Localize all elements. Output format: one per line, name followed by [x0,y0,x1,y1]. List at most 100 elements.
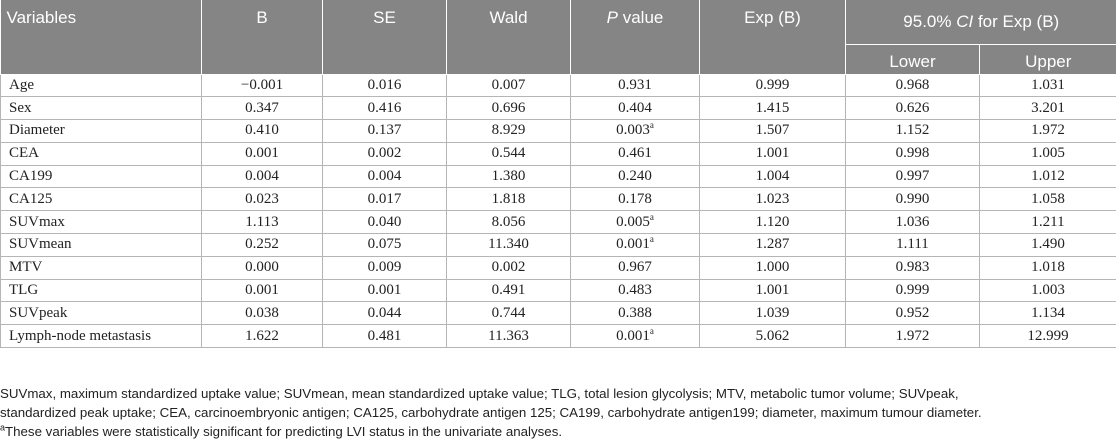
cell-p-value: 0.461 [618,145,652,162]
cell-upper-value: 1.972 [1031,122,1065,139]
cell-wald-value: 1.818 [491,190,526,207]
header-ci-italic: CI [956,11,974,31]
table-row: Diameter 0.410 0.137 8.929 0.003a 1.507 1.152 1… [0,119,1116,143]
cell-upper-value: 1.012 [1031,168,1065,185]
cell-se: 0.044 [322,301,447,326]
cell-lower: 0.998 [845,142,980,166]
cell-wald: 0.744 [446,301,571,326]
significance-marker: a [649,211,654,222]
cell-se-value: 0.481 [367,327,402,344]
cell-variable: Diameter [0,119,202,143]
cell-expb-value: 1.507 [755,122,790,139]
cell-p: 0.003a [570,119,700,143]
cell-expb-value: 1.023 [755,190,790,207]
cell-se-value: 0.017 [367,190,402,207]
cell-upper-value: 1.031 [1031,76,1065,93]
cell-b-value: 0.001 [245,145,279,162]
cell-se: 0.040 [322,210,447,235]
cell-wald-value: 0.491 [491,282,526,299]
cell-b-value: 0.004 [245,168,279,185]
cell-expb: 1.000 [699,256,846,280]
cell-b: 0.410 [201,119,323,143]
cell-expb: 1.001 [699,279,846,303]
cell-variable-value: TLG [9,282,39,299]
cell-p-value: 0.001 [616,236,650,253]
cell-wald-value: 8.929 [491,122,526,139]
cell-p: 0.931 [570,74,700,98]
cell-variable-value: Age [9,76,34,93]
cell-upper: 1.005 [979,142,1116,166]
cell-variable-value: MTV [9,259,43,276]
cell-b-value: 0.000 [245,259,279,276]
cell-se-value: 0.004 [367,168,402,185]
cell-b: 1.622 [201,324,323,349]
cell-expb-value: 1.004 [755,168,790,185]
table-body: Age −0.001 0.016 0.007 0.931 0.999 0.968 1.031 S… [0,74,1116,349]
cell-se-value: 0.044 [367,304,402,321]
cell-p: 0.404 [570,96,700,121]
table-row: MTV 0.000 0.009 0.002 0.967 1.000 0.983 1.018 [0,256,1116,280]
cell-wald-value: 0.744 [491,304,526,321]
cell-lower-value: 0.998 [895,145,930,162]
cell-b-value: 1.113 [245,213,279,230]
footnote-significance-text: These variables were statistically signi… [5,424,563,439]
header-ci: 95.0% CI for Exp (B) [845,0,1116,45]
cell-variable-value: CA199 [9,168,53,185]
cell-se-value: 0.137 [367,122,402,139]
cell-lower: 0.968 [845,74,980,98]
cell-expb: 1.287 [699,233,846,257]
cell-b: 0.000 [201,256,323,280]
univariate-analysis-table: Variables B SE Wald P value Exp (B) 95.0… [0,0,1116,349]
significance-marker: a [649,120,654,131]
cell-upper: 1.031 [979,74,1116,98]
cell-lower: 0.997 [845,165,980,189]
cell-expb-value: 1.415 [755,99,790,116]
header-upper: Upper [979,44,1116,75]
cell-wald: 8.929 [446,119,571,143]
cell-se-value: 0.009 [367,259,402,276]
cell-wald-value: 8.056 [491,213,526,230]
cell-expb: 1.507 [699,119,846,143]
footnote-marker: a [0,422,6,433]
cell-wald: 11.340 [446,233,571,257]
cell-upper: 1.003 [979,279,1116,303]
cell-lower: 0.999 [845,279,980,303]
cell-variable-value: Diameter [9,122,65,139]
cell-b-value: 0.347 [245,99,279,116]
cell-p: 0.001a [570,324,700,349]
footnote-significance: aThese variables were statistically sign… [0,422,1116,441]
header-wald: Wald [446,0,571,75]
cell-variable-value: SUVmax [9,213,65,230]
cell-wald: 8.056 [446,210,571,235]
cell-upper-value: 12.999 [1027,327,1069,344]
header-ci-pre: 95.0% [903,11,957,31]
cell-se: 0.481 [322,324,447,349]
cell-b: 0.347 [201,96,323,121]
header-p-italic: P [606,8,618,27]
cell-expb-value: 5.062 [755,327,790,344]
cell-wald-value: 0.007 [491,76,526,93]
cell-b: 0.038 [201,301,323,326]
cell-wald: 1.818 [446,187,571,212]
cell-se-value: 0.416 [367,99,402,116]
cell-se: 0.016 [322,74,447,98]
cell-expb: 1.004 [699,165,846,189]
cell-wald-value: 1.380 [491,168,526,185]
cell-lower-value: 1.111 [896,236,929,253]
cell-p: 0.001a [570,233,700,257]
cell-variable: Lymph-node metastasis [0,324,202,349]
cell-lower: 0.626 [845,96,980,121]
cell-b: 0.001 [201,279,323,303]
cell-upper-value: 1.018 [1031,259,1065,276]
cell-expb-value: 1.000 [755,259,790,276]
cell-lower: 0.983 [845,256,980,280]
cell-se: 0.075 [322,233,447,257]
cell-se: 0.001 [322,279,447,303]
cell-variable-value: CA125 [9,190,53,207]
table-row: Age −0.001 0.016 0.007 0.931 0.999 0.968 1.031 [0,74,1116,98]
cell-lower-value: 0.952 [895,304,930,321]
cell-se-value: 0.001 [367,282,402,299]
cell-variable: CA125 [0,187,202,212]
cell-p-value: 0.003 [616,122,650,139]
cell-lower: 1.972 [845,324,980,349]
